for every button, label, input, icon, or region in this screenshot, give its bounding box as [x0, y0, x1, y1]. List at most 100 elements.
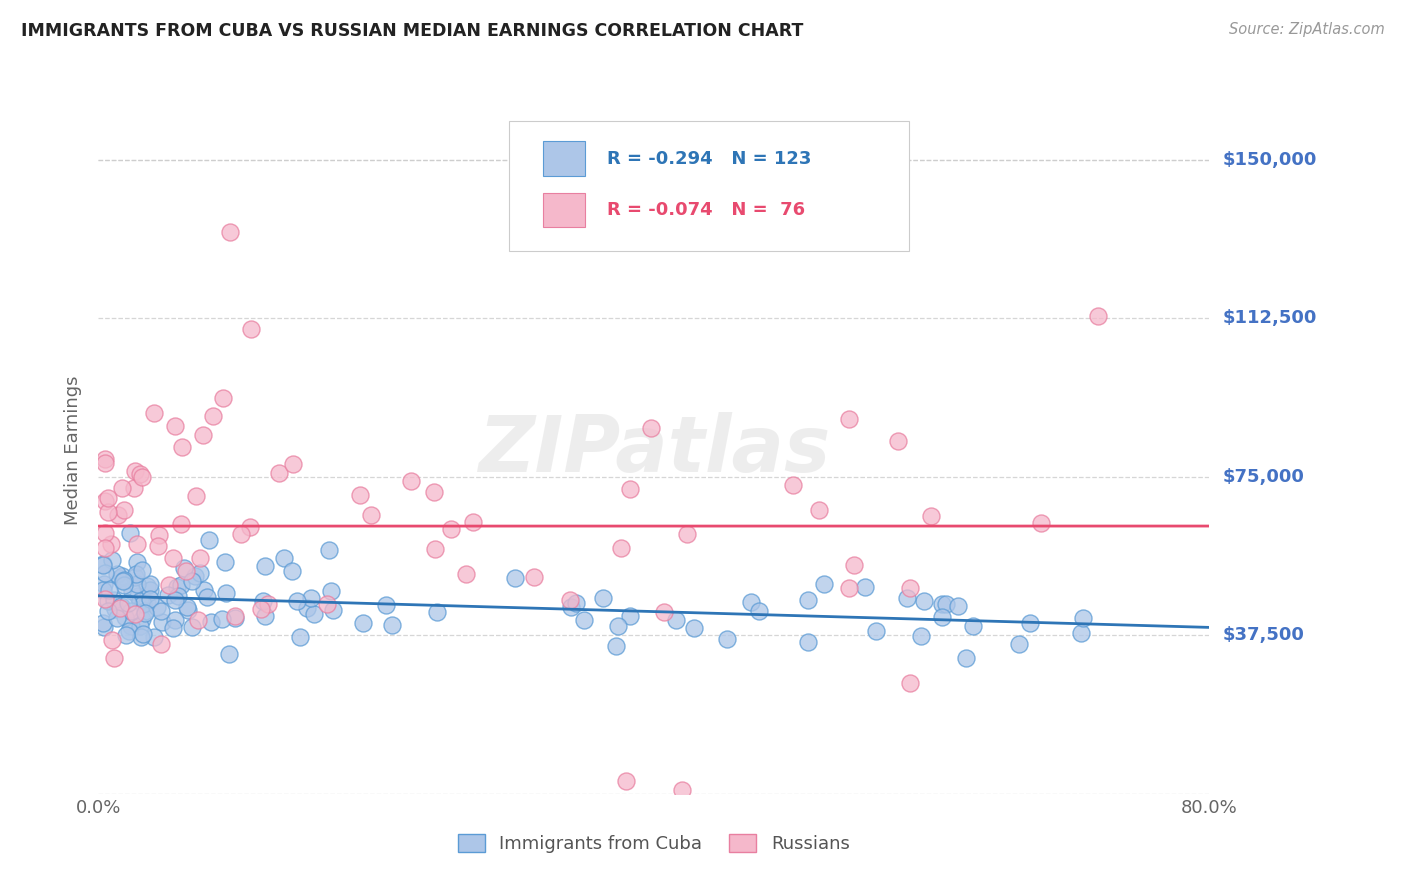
Point	[139, 576, 162, 591]
Point	[254, 608, 277, 623]
Point	[349, 488, 371, 502]
Point	[267, 466, 290, 480]
Point	[211, 612, 233, 626]
Point	[609, 541, 631, 555]
Point	[318, 542, 340, 557]
Point	[108, 601, 131, 615]
Point	[127, 589, 149, 603]
Point	[193, 583, 215, 598]
Point	[176, 603, 198, 617]
Point	[124, 464, 146, 478]
Point	[853, 580, 876, 594]
FancyBboxPatch shape	[543, 193, 585, 227]
Point	[211, 391, 233, 405]
Point	[107, 508, 129, 522]
Point	[572, 613, 595, 627]
Text: ZIPatlas: ZIPatlas	[478, 412, 830, 489]
Point	[124, 607, 146, 621]
Point	[148, 528, 170, 542]
Point	[808, 503, 831, 517]
Point	[281, 457, 304, 471]
Point	[131, 469, 153, 483]
Point	[100, 537, 122, 551]
Point	[1070, 626, 1092, 640]
Point	[139, 592, 162, 607]
Point	[191, 427, 214, 442]
Point	[176, 600, 198, 615]
Point	[94, 592, 117, 607]
Point	[162, 551, 184, 566]
Point	[104, 602, 127, 616]
Point	[97, 491, 120, 505]
Point	[195, 590, 218, 604]
Point	[97, 582, 120, 597]
Point	[94, 541, 117, 555]
Point	[898, 676, 921, 690]
Point	[399, 474, 422, 488]
Text: $150,000: $150,000	[1223, 151, 1317, 169]
Point	[157, 578, 180, 592]
Point	[838, 582, 860, 596]
Point	[139, 583, 162, 598]
Point	[132, 627, 155, 641]
Point	[896, 591, 918, 605]
Point	[319, 583, 342, 598]
Point	[1087, 310, 1109, 324]
Point	[440, 522, 463, 536]
FancyBboxPatch shape	[543, 141, 585, 176]
Point	[214, 555, 236, 569]
Point	[157, 588, 180, 602]
Point	[252, 594, 274, 608]
Point	[114, 503, 136, 517]
Point	[219, 225, 242, 239]
Point	[716, 632, 738, 646]
Point	[797, 635, 820, 649]
Point	[740, 595, 762, 609]
Point	[910, 629, 932, 643]
Point	[120, 604, 142, 618]
Point	[105, 611, 128, 625]
Text: Source: ZipAtlas.com: Source: ZipAtlas.com	[1229, 22, 1385, 37]
Point	[103, 593, 125, 607]
Point	[316, 597, 339, 611]
Point	[1019, 615, 1042, 630]
Legend: Immigrants from Cuba, Russians: Immigrants from Cuba, Russians	[450, 827, 858, 861]
Text: R = -0.074   N =  76: R = -0.074 N = 76	[607, 201, 806, 219]
Point	[149, 604, 172, 618]
Point	[652, 605, 675, 619]
Point	[114, 609, 136, 624]
Point	[844, 558, 866, 572]
Point	[422, 485, 444, 500]
Point	[664, 614, 686, 628]
Point	[425, 541, 447, 556]
Point	[1008, 637, 1031, 651]
Point	[124, 566, 146, 581]
Point	[838, 412, 860, 426]
Point	[135, 579, 157, 593]
Point	[111, 481, 134, 495]
Text: $75,000: $75,000	[1223, 468, 1305, 486]
Point	[912, 593, 935, 607]
Point	[108, 571, 131, 585]
Point	[614, 774, 637, 789]
FancyBboxPatch shape	[509, 120, 910, 252]
Y-axis label: Median Earnings: Median Earnings	[65, 376, 83, 525]
Point	[288, 630, 311, 644]
Point	[360, 508, 382, 522]
Point	[865, 624, 887, 638]
Point	[224, 611, 246, 625]
Point	[94, 493, 117, 508]
Point	[127, 537, 149, 551]
Point	[165, 613, 187, 627]
Point	[931, 597, 953, 611]
Text: R = -0.294   N = 123: R = -0.294 N = 123	[607, 150, 811, 168]
Point	[117, 596, 139, 610]
Point	[304, 607, 326, 622]
Point	[97, 604, 120, 618]
Point	[619, 482, 641, 496]
Point	[121, 584, 143, 599]
Point	[188, 566, 211, 580]
Point	[174, 565, 197, 579]
Point	[173, 561, 195, 575]
Point	[200, 615, 222, 629]
